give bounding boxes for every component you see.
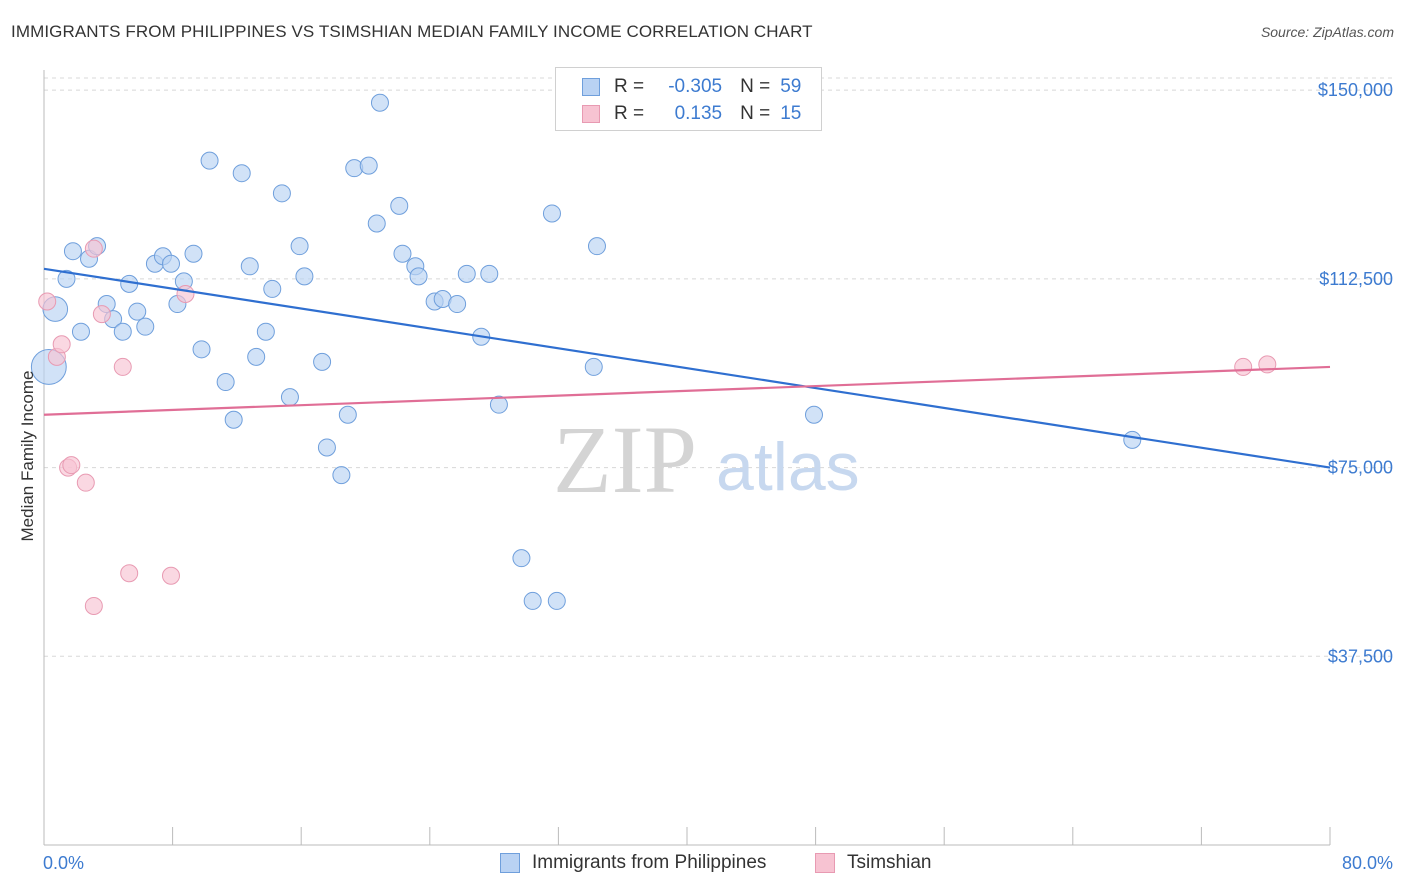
tsimshian-point <box>120 564 139 583</box>
philippines-point <box>192 340 211 359</box>
y-tick-label: $150,000 <box>1318 80 1393 100</box>
legend-n-value: 59 <box>780 76 802 97</box>
y-tick-label: $75,000 <box>1328 458 1393 478</box>
tsimshian-point <box>113 357 132 376</box>
grid <box>44 77 1395 657</box>
series-legend-label: Immigrants from Philippines <box>532 852 767 873</box>
philippines-trend-line <box>43 267 1331 469</box>
philippines-point <box>63 242 82 261</box>
philippines-point <box>393 244 412 263</box>
y-tick-label: $112,500 <box>1319 269 1393 289</box>
legend-row-philippines: R = -0.305 N = 59 <box>582 75 801 99</box>
x-tick-label: 80.0% <box>1342 853 1393 873</box>
philippines-point <box>295 267 314 286</box>
philippines-point <box>128 302 147 321</box>
philippines-point <box>338 405 357 424</box>
legend-row-tsimshian: R = 0.135 N = 15 <box>582 102 801 126</box>
tsimshian-point <box>161 566 180 585</box>
philippines-point <box>113 322 132 341</box>
philippines-point <box>136 317 155 336</box>
series-legend-label: Tsimshian <box>847 852 932 873</box>
philippines-point <box>390 196 409 215</box>
tsimshian-point <box>176 284 195 303</box>
legend-n-label: N = <box>740 76 771 97</box>
y-tick-label: $37,500 <box>1328 646 1393 666</box>
correlation-legend: R = -0.305 N = 59 R = 0.135 N = 15 <box>555 67 822 131</box>
legend-r-label: R = <box>614 103 645 124</box>
legend-r-value: 0.135 <box>674 103 723 124</box>
tsimshian-point <box>76 473 95 492</box>
philippines-point <box>263 279 282 298</box>
watermark-atlas: atlas <box>716 429 860 505</box>
series-legend-philippines: Immigrants from Philippines <box>500 852 766 874</box>
legend-swatch-tsimshian <box>582 105 600 123</box>
philippines-point <box>240 257 259 276</box>
philippines-point <box>313 352 332 371</box>
philippines-point <box>370 93 389 112</box>
philippines-point <box>512 549 531 568</box>
philippines-point <box>216 373 235 392</box>
philippines-point <box>547 591 566 610</box>
philippines-point <box>224 410 243 429</box>
legend-r-label: R = <box>614 76 645 97</box>
chart-title: IMMIGRANTS FROM PHILIPPINES VS TSIMSHIAN… <box>11 22 813 41</box>
philippines-point <box>272 184 291 203</box>
philippines-point <box>804 405 823 424</box>
philippines-point <box>161 254 180 273</box>
legend-swatch-philippines <box>582 78 600 96</box>
tsimshian-point <box>38 292 57 311</box>
philippines-point <box>1123 430 1142 449</box>
philippines-point <box>584 357 603 376</box>
axes <box>43 70 1331 846</box>
tsimshian-point <box>52 335 71 354</box>
source-label: Source: ZipAtlas.com <box>1260 24 1394 40</box>
y-axis-title: Median Family Income <box>18 370 37 541</box>
tsimshian-point <box>1234 357 1253 376</box>
philippines-point <box>232 164 251 183</box>
tsimshian-point <box>84 596 103 615</box>
philippines-point <box>200 151 219 170</box>
watermark: ZIP atlas <box>553 406 860 513</box>
series-legend: Immigrants from Philippines Tsimshian <box>0 852 1406 878</box>
philippines-point <box>71 322 90 341</box>
watermark-zip: ZIP <box>553 406 697 513</box>
philippines-point <box>587 237 606 256</box>
philippines-point <box>256 322 275 341</box>
trend-lines <box>43 267 1331 469</box>
tsimshian-point <box>92 305 111 324</box>
philippines-point <box>409 267 428 286</box>
philippines-point <box>332 466 351 485</box>
philippines-point <box>542 204 561 223</box>
series-legend-swatch <box>500 853 520 873</box>
philippines-point <box>448 295 467 314</box>
series-legend-tsimshian: Tsimshian <box>815 852 931 874</box>
tsimshian-trend-line <box>43 365 1331 416</box>
philippines-point <box>480 264 499 283</box>
tick-labels: $37,500 $75,000 $112,500 $150,000 0.0% 80.0% <box>43 80 1393 873</box>
philippines-point <box>489 395 508 414</box>
series-legend-swatch <box>815 853 835 873</box>
philippines-point <box>290 237 309 256</box>
philippines-point <box>457 264 476 283</box>
philippines-point <box>184 244 203 263</box>
legend-n-label: N = <box>740 103 771 124</box>
tsimshian-point <box>84 239 103 258</box>
tsimshian-point <box>62 456 81 475</box>
legend-r-value: -0.305 <box>668 76 723 97</box>
philippines-point <box>280 388 299 407</box>
legend-n-value: 15 <box>780 103 802 124</box>
philippines-point <box>57 269 76 288</box>
philippines-point <box>317 438 336 457</box>
x-tick-label: 0.0% <box>43 853 84 873</box>
philippines-point <box>247 347 266 366</box>
philippines-point <box>359 156 378 175</box>
philippines-point <box>367 214 386 233</box>
philippines-point <box>523 591 542 610</box>
